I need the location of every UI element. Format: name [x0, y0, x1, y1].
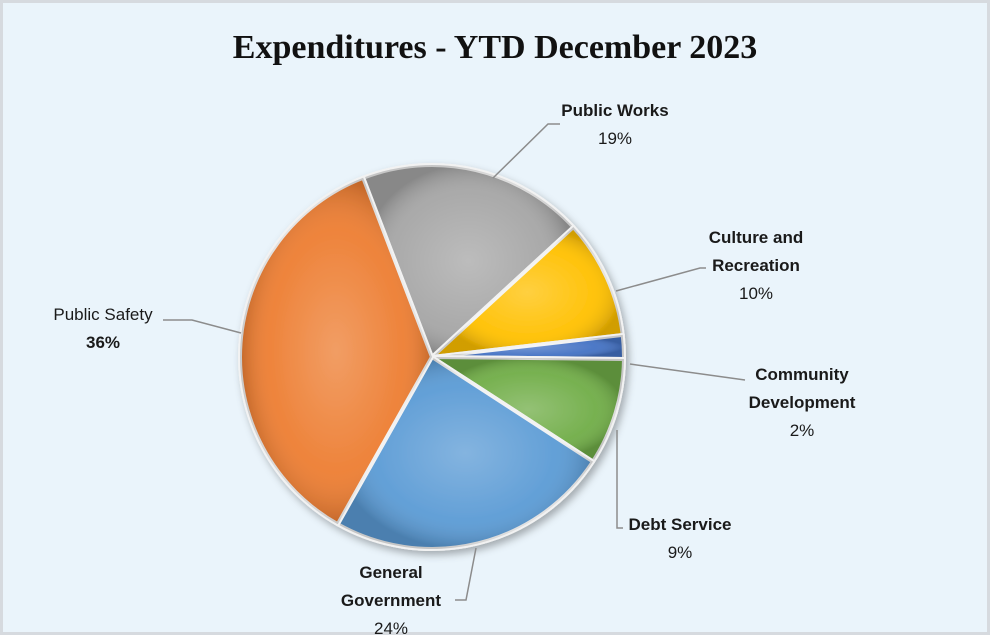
- pie-slice-shade-public-safety: [240, 177, 432, 525]
- data-label-name: Public Works: [561, 101, 668, 120]
- data-label-name: Public Safety: [53, 305, 153, 324]
- data-label-name: Community: [755, 365, 849, 384]
- data-label-name: Debt Service: [629, 515, 732, 534]
- pie-slice-shade-public-works: [363, 164, 574, 357]
- pie-slice-shade-community-development: [432, 334, 625, 360]
- leader-line-debt-service: [616, 430, 623, 529]
- data-label-name: Government: [341, 591, 441, 610]
- leader-line-public-safety: [163, 319, 242, 334]
- data-label-percent: 24%: [374, 619, 408, 635]
- leader-line-community-development: [629, 363, 746, 381]
- data-label-general-government: General Government 24%: [341, 563, 441, 635]
- data-label-public-safety: Public Safety 36%: [53, 305, 153, 352]
- data-label-culture-and-recreation: Culture and Recreation 10%: [709, 228, 803, 303]
- pie-slice-shade-culture-and-recreation: [432, 227, 623, 357]
- data-label-percent: 2%: [790, 421, 815, 440]
- data-label-percent: 19%: [598, 129, 632, 148]
- data-label-public-works: Public Works 19%: [561, 101, 668, 148]
- data-label-percent: 9%: [668, 543, 693, 562]
- data-label-name: Recreation: [712, 256, 800, 275]
- chart-title: Expenditures - YTD December 2023: [232, 29, 758, 66]
- data-label-percent: 36%: [86, 333, 120, 352]
- data-label-name: Development: [749, 393, 856, 412]
- leader-line-public-works: [492, 123, 560, 179]
- leader-line-culture-and-recreation: [615, 267, 706, 292]
- data-label-percent: 10%: [739, 284, 773, 303]
- data-label-name: General: [359, 563, 422, 582]
- pie-slice-shade-general-government: [337, 357, 594, 549]
- data-label-debt-service: Debt Service 9%: [629, 515, 732, 562]
- pie-slice-shade-debt-service: [432, 357, 624, 462]
- leader-line-general-government: [455, 547, 477, 601]
- data-label-name: Culture and: [709, 228, 803, 247]
- data-label-community-development: Community Development 2%: [749, 365, 856, 440]
